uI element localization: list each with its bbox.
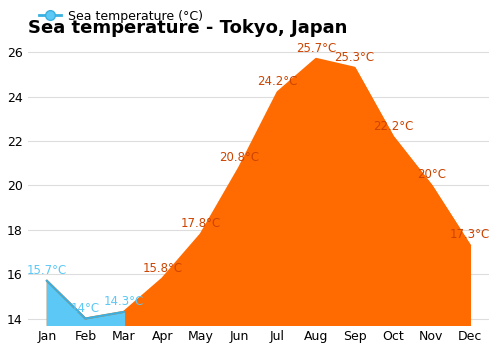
Text: 17.8°C: 17.8°C — [180, 217, 221, 230]
Text: 17.3°C: 17.3°C — [450, 228, 490, 241]
Text: 25.3°C: 25.3°C — [334, 51, 374, 64]
Text: 15.8°C: 15.8°C — [142, 261, 182, 275]
Text: 20.8°C: 20.8°C — [219, 150, 259, 164]
Text: 25.7°C: 25.7°C — [296, 42, 336, 55]
Text: 20°C: 20°C — [417, 168, 446, 181]
Text: 14.3°C: 14.3°C — [104, 295, 144, 308]
Text: 24.2°C: 24.2°C — [258, 75, 298, 88]
Text: 14°C: 14°C — [71, 302, 100, 315]
Text: 22.2°C: 22.2°C — [373, 120, 413, 133]
Text: 15.7°C: 15.7°C — [27, 264, 67, 277]
Legend: Sea temperature (°C): Sea temperature (°C) — [34, 5, 208, 28]
Text: Sea temperature - Tokyo, Japan: Sea temperature - Tokyo, Japan — [28, 19, 347, 37]
